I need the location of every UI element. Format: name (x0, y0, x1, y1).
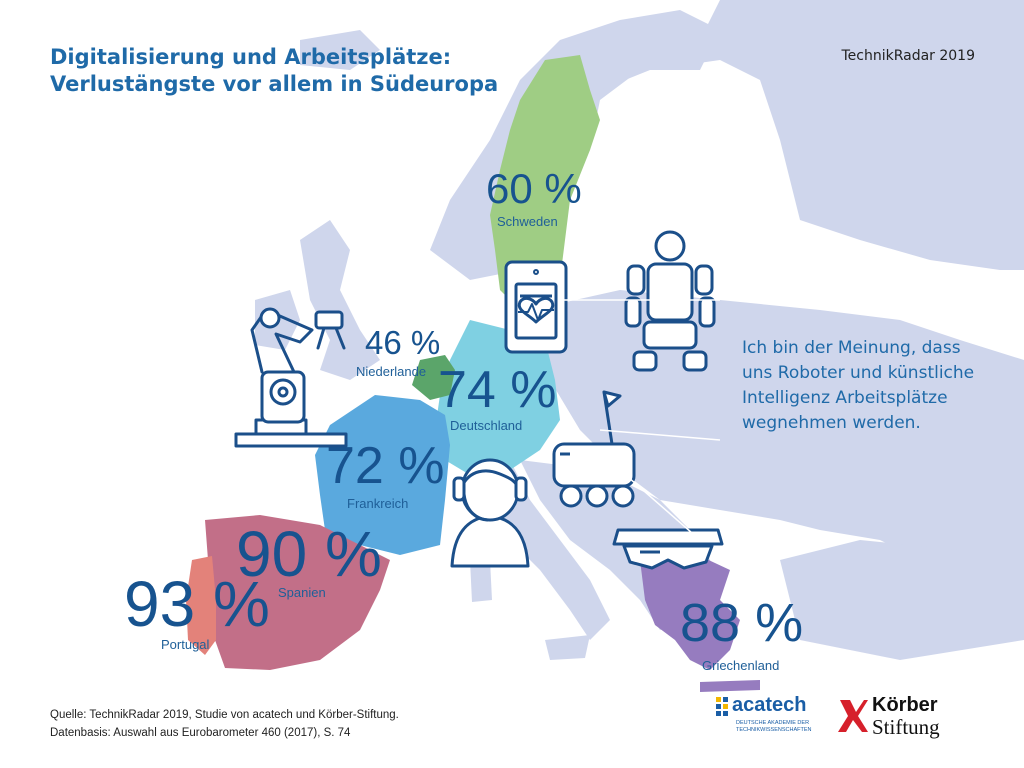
headset-person-icon (450, 458, 530, 568)
acatech-subtitle-line-1: DEUTSCHE AKADEMIE DER (736, 720, 810, 726)
portugal-region (186, 556, 216, 655)
turkey-land (780, 540, 1024, 660)
sardinia-land (470, 560, 492, 602)
griechenland-label: Griechenland (702, 658, 780, 673)
statement-line-2: uns Roboter und künstliche (742, 363, 975, 383)
sicily-land (545, 635, 590, 660)
database-note: Datenbasis: Auswahl aus Eurobarometer 46… (50, 727, 351, 739)
koerber-name: Körber (872, 694, 938, 716)
statement-line-1: Ich bin der Meinung, dass (742, 338, 961, 358)
spanien-label: Spanien (278, 585, 326, 600)
statement-line-4: wegnehmen werden. (742, 413, 921, 433)
koerber-logo: Körber Stiftung (838, 694, 988, 744)
frankreich-label: Frankreich (347, 496, 409, 511)
deutschland-region (435, 320, 560, 475)
finland-russia-land (600, 0, 1024, 270)
robot-arm-icon (234, 307, 348, 448)
deutschland-percent: 74 % (438, 361, 557, 419)
acatech-name: acatech (732, 694, 807, 716)
acatech-mark-icon (716, 697, 728, 716)
griechenland-region (640, 556, 740, 670)
statement-line-3: Intelligenz Arbeitsplätze (742, 388, 948, 408)
spanien-percent: 90 % (236, 518, 382, 590)
crete-region (700, 680, 760, 692)
british-isles-land (300, 220, 380, 380)
schweden-label: Schweden (497, 214, 558, 229)
schweden-percent: 60 % (486, 165, 582, 212)
portugal-percent: 93 % (124, 568, 270, 640)
border-lines (560, 299, 721, 541)
stiftung-name: Stiftung (872, 715, 940, 739)
iceland-land (300, 30, 380, 70)
niederlande-percent: 46 % (365, 324, 441, 361)
koerber-mark-icon (838, 700, 868, 732)
brand-label: TechnikRadar 2019 (841, 48, 975, 64)
delivery-robot-icon (552, 390, 636, 508)
acatech-subtitle-line-2: TECHNIKWISSENSCHAFTEN (736, 727, 812, 733)
title-line-1: Digitalisierung und Arbeitsplätze: (50, 45, 452, 69)
acatech-subtitle: DEUTSCHE AKADEMIE DER TECHNIKWISSENSCHAF… (736, 720, 836, 734)
frankreich-region (315, 395, 450, 555)
title-line-2: Verlustängste vor allem in Südeuropa (50, 72, 499, 96)
griechenland-percent: 88 % (680, 593, 804, 653)
source-note: Quelle: TechnikRadar 2019, Studie von ac… (50, 709, 399, 721)
niederlande-region (412, 355, 455, 400)
frankreich-percent: 72 % (326, 437, 445, 495)
portugal-label: Portugal (161, 637, 210, 652)
deutschland-label: Deutschland (450, 418, 523, 433)
page-title: Digitalisierung und Arbeitsplätze: Verlu… (50, 44, 610, 98)
niederlande-label: Niederlande (356, 364, 427, 379)
humanoid-robot-icon (624, 230, 716, 372)
vr-glasses-icon (612, 528, 724, 570)
spanien-region (205, 515, 390, 670)
tablet-heart-icon (504, 260, 568, 354)
schweden-region (490, 55, 600, 310)
survey-statement: Ich bin der Meinung, dass uns Roboter un… (742, 336, 982, 436)
